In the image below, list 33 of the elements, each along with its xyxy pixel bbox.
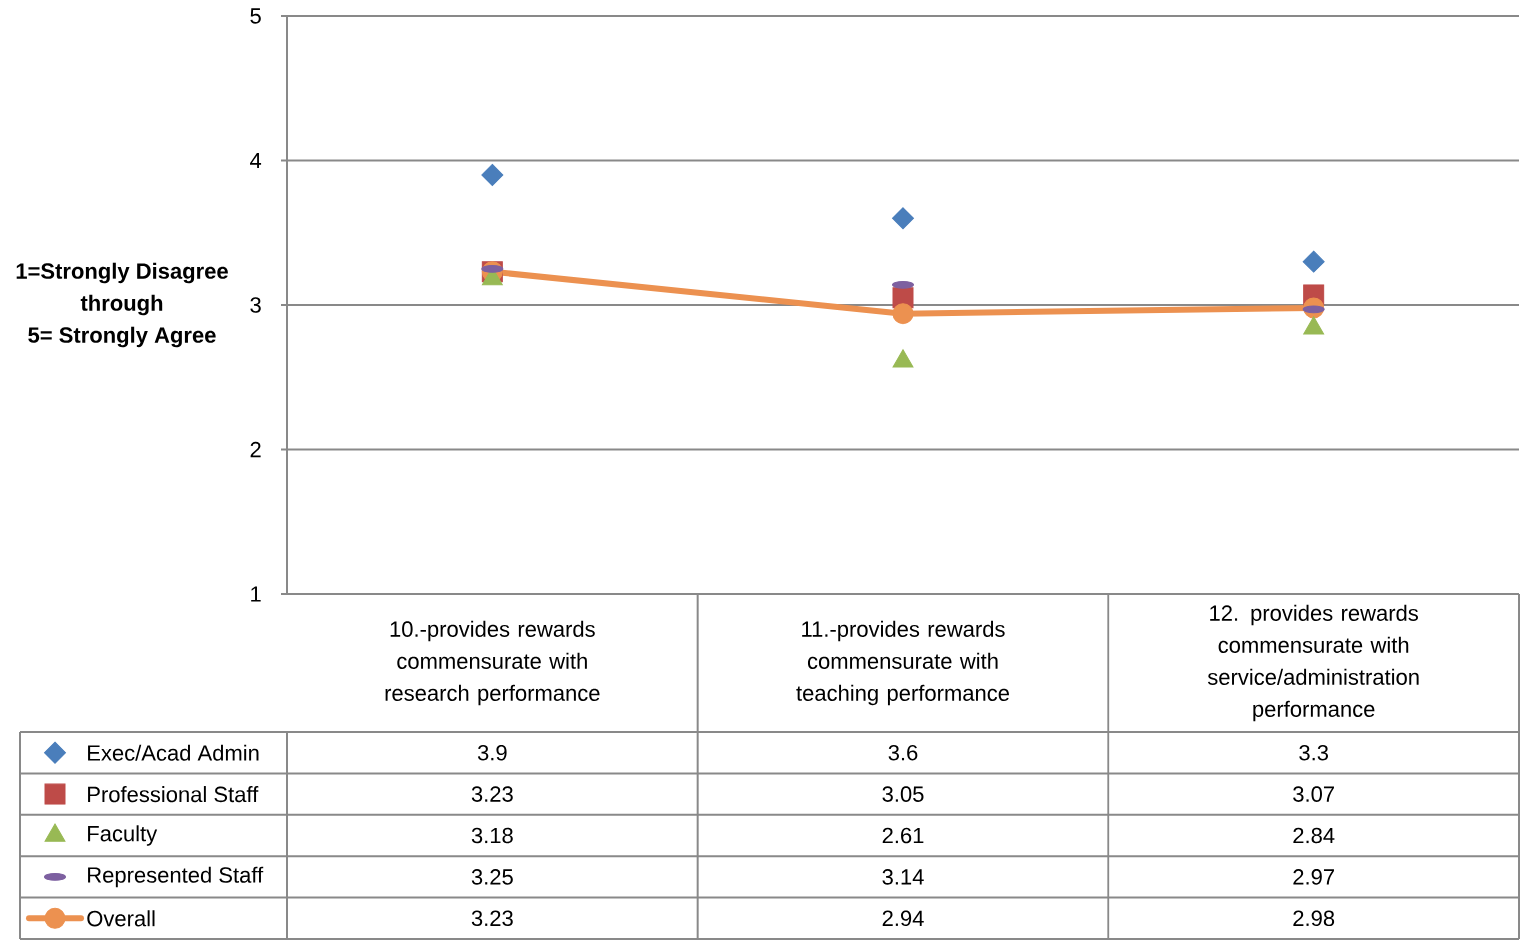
legend-label: Exec/Acad Admin	[88, 744, 259, 761]
legend-label: Faculty	[88, 825, 158, 846]
data-label: 3.3	[1299, 744, 1329, 761]
legend-label: Overall	[87, 910, 155, 927]
data-label: 3.14	[882, 869, 924, 885]
data-label: 2.84	[1293, 827, 1335, 844]
x-tick-label: 10.-provides rewards commensurate with research performance	[385, 620, 600, 706]
data-label: 2.61	[882, 827, 924, 844]
y-axis-title: 1=Strongly Disagree through 5= Strongly Agree	[16, 262, 228, 348]
y-tick-label: 4	[250, 152, 262, 169]
data-label: 2.94	[882, 910, 924, 927]
y-tick-label: 1	[251, 586, 261, 602]
x-tick-label: 12. provides rewards commensurate with service/administration performance	[1207, 604, 1419, 722]
data-label: 2.98	[1293, 910, 1335, 927]
data-label: 3.05	[882, 786, 924, 802]
data-label: 3.9	[477, 744, 507, 761]
data-label: 3.23	[471, 910, 513, 927]
data-label: 2.97	[1293, 869, 1334, 885]
y-tick-label: 5	[250, 8, 261, 24]
data-label: 3.25	[471, 869, 513, 885]
legend-label: Professional Staff	[88, 786, 259, 803]
point	[892, 303, 914, 325]
data-label: 3.07	[1293, 786, 1334, 802]
point	[1302, 250, 1325, 273]
x-tick-label: 11.-provides rewards commensurate with teaching performance	[796, 620, 1009, 706]
point	[892, 207, 914, 230]
point	[481, 163, 504, 186]
data-label: 3.23	[471, 786, 513, 802]
y-tick-label: 2	[250, 441, 261, 458]
data-label: 3.18	[471, 827, 513, 844]
data-label: 3.6	[888, 744, 918, 761]
legend-label: Represented Staff	[88, 866, 264, 888]
y-tick-label: 3	[250, 297, 261, 313]
